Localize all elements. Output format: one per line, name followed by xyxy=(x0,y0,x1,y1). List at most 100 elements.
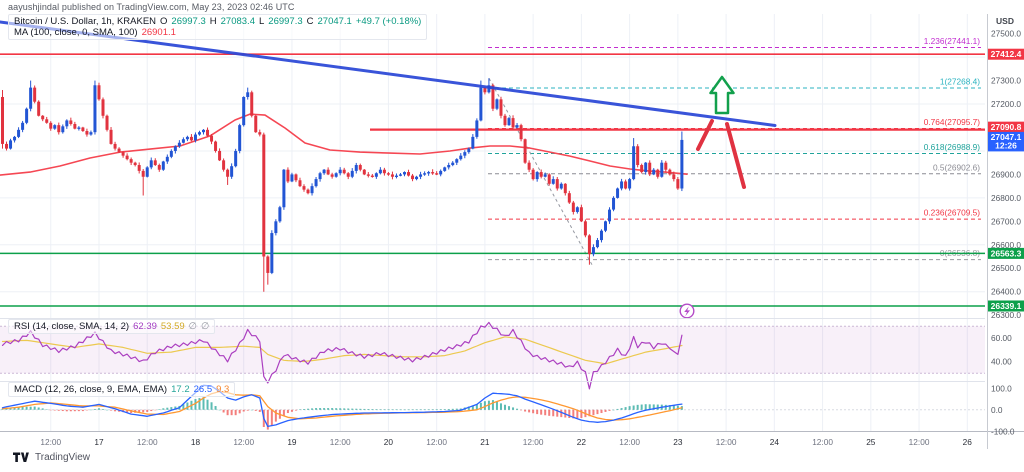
candle xyxy=(350,170,354,177)
candle xyxy=(624,181,628,189)
svg-text:26900.0: 26900.0 xyxy=(991,169,1021,179)
candle xyxy=(644,162,648,173)
candle xyxy=(612,197,616,210)
candle xyxy=(145,167,149,177)
candle xyxy=(676,179,680,189)
horizontal-lines[interactable] xyxy=(0,53,985,307)
rsi-title[interactable]: RSI (14, close, SMA, 14, 2) xyxy=(14,321,130,332)
candle xyxy=(93,85,97,133)
candle xyxy=(238,125,242,151)
macd-title[interactable]: MACD (12, 26, close, 9, EMA, EMA) xyxy=(14,384,168,395)
svg-text:USD: USD xyxy=(996,16,1014,26)
symbol-title[interactable]: Bitcoin / U.S. Dollar, 1h, KRAKEN xyxy=(14,16,157,27)
candle xyxy=(210,135,214,142)
candle xyxy=(539,172,543,177)
publish-header: aayushjindal published on TradingView.co… xyxy=(8,2,295,12)
svg-text:24: 24 xyxy=(770,437,780,447)
candle xyxy=(575,207,579,212)
candle xyxy=(579,207,583,222)
candle xyxy=(664,162,668,170)
candle xyxy=(153,160,157,166)
candle xyxy=(543,174,547,177)
candle xyxy=(69,120,73,124)
fib-baseline[interactable] xyxy=(488,77,593,265)
ma-title[interactable]: MA (100, close, 0, SMA, 100) xyxy=(14,27,138,38)
candle xyxy=(202,129,205,133)
candle xyxy=(177,142,181,147)
candle xyxy=(455,159,459,163)
candle xyxy=(294,174,298,181)
time-axis[interactable]: 12:00 17 12:00 18 12:00 19 12:00 20 12:00 21 12:00… xyxy=(40,437,972,447)
candle xyxy=(648,162,652,175)
candle xyxy=(97,85,101,100)
rsi-sma-value: 53.59 xyxy=(160,321,185,332)
candle xyxy=(346,173,350,177)
green-up-arrow[interactable] xyxy=(709,75,735,115)
symbol-legend: Bitcoin / U.S. Dollar, 1h, KRAKEN O 26997… xyxy=(8,14,428,40)
candle xyxy=(310,186,314,194)
candle xyxy=(459,155,463,160)
svg-text:26563.3: 26563.3 xyxy=(991,248,1022,258)
change-value: +49.7 (+0.18%) xyxy=(355,16,422,27)
candle xyxy=(527,162,531,170)
candle xyxy=(390,174,394,177)
rsi-legend: RSI (14, close, SMA, 14, 2) 62.39 53.59 … xyxy=(8,319,216,334)
rsi-band xyxy=(0,325,985,411)
candle xyxy=(415,176,419,180)
candle xyxy=(483,87,487,93)
candle xyxy=(278,207,282,222)
candle xyxy=(334,173,338,177)
macd-plot xyxy=(1,384,683,430)
close-value: 27047.1 xyxy=(317,16,352,27)
candle xyxy=(370,175,374,177)
svg-text:12:00: 12:00 xyxy=(233,437,254,447)
red-arrow-drawing xyxy=(725,122,746,189)
svg-text:12:26: 12:26 xyxy=(995,141,1017,151)
candle xyxy=(314,179,318,187)
svg-text:21: 21 xyxy=(480,437,490,447)
candle xyxy=(49,122,53,129)
candle xyxy=(173,146,177,151)
candle xyxy=(89,132,93,135)
candle xyxy=(407,172,411,176)
svg-text:12:00: 12:00 xyxy=(619,437,640,447)
svg-text:27500.0: 27500.0 xyxy=(991,29,1021,39)
candle xyxy=(9,140,13,149)
candle xyxy=(431,172,435,174)
low-label: L xyxy=(258,16,265,27)
candle xyxy=(45,119,49,123)
candle xyxy=(125,155,129,160)
fib-label: 1.236(27441.1) xyxy=(924,36,981,46)
candle xyxy=(479,87,483,121)
candle xyxy=(189,136,193,141)
candle xyxy=(567,193,571,203)
candle xyxy=(81,127,85,132)
candle xyxy=(21,122,25,130)
svg-text:26700.0: 26700.0 xyxy=(991,216,1021,226)
red-arrow-drawing xyxy=(696,119,714,151)
pane-borders xyxy=(0,14,1024,449)
candle xyxy=(169,150,173,157)
candle xyxy=(181,139,185,143)
candle xyxy=(463,152,467,156)
candle xyxy=(33,87,37,102)
candle xyxy=(226,169,230,177)
candle xyxy=(531,169,535,180)
candle xyxy=(306,189,310,194)
candle xyxy=(599,230,603,241)
price-axis[interactable]: USD 27500.0 27300.0 27200.0 26900.0 26800.0 26… xyxy=(988,16,1024,436)
price-line-tag: 27412.4 xyxy=(988,48,1024,60)
tradingview-watermark[interactable]: TradingView xyxy=(13,452,90,463)
ma-100-line[interactable] xyxy=(0,113,688,176)
candle xyxy=(290,174,294,182)
candles xyxy=(1,78,684,292)
candle xyxy=(165,156,169,162)
svg-text:12:00: 12:00 xyxy=(812,437,833,447)
macd-value: 26.5 xyxy=(193,384,213,395)
candle xyxy=(656,169,660,177)
svg-text:12:00: 12:00 xyxy=(426,437,447,447)
candle xyxy=(214,141,218,151)
svg-text:26600.0: 26600.0 xyxy=(991,240,1021,250)
candle xyxy=(680,139,684,189)
